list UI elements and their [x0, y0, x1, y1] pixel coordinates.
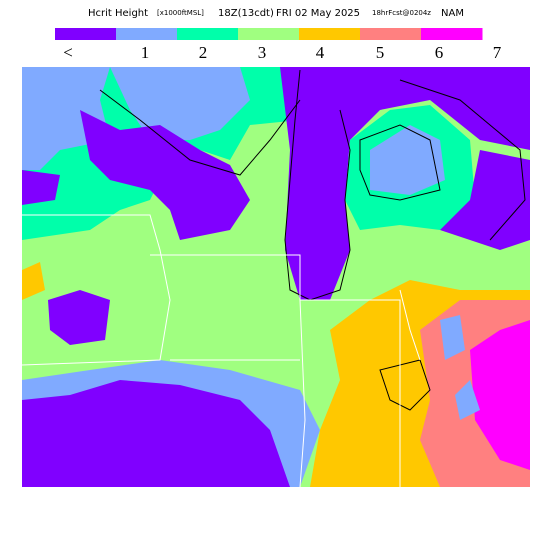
region	[22, 262, 45, 300]
colorbar-label: 5	[376, 43, 385, 62]
coastlines	[99, 69, 526, 411]
colorbar-swatch	[238, 28, 300, 40]
map	[22, 67, 530, 487]
colorbar-swatch	[360, 28, 422, 40]
title-part: 18Z(13cdt)	[218, 8, 274, 19]
region	[22, 380, 290, 487]
colorbar-label: 3	[258, 43, 267, 62]
title-part: Hcrit Height	[88, 8, 148, 19]
title-part: 18hrFcst@0204z	[372, 9, 431, 17]
region	[80, 110, 250, 240]
colorbar-swatch	[116, 28, 178, 40]
colorbar-label: <	[63, 43, 73, 62]
colorbar-label: 7	[493, 43, 502, 62]
state-borders	[22, 214, 421, 487]
colorbar-label: 6	[435, 43, 444, 62]
region	[280, 67, 530, 300]
colorbar-swatch	[299, 28, 361, 40]
region	[22, 170, 110, 345]
colorbar-swatch	[55, 28, 117, 40]
colorbar-swatch	[421, 28, 483, 40]
colorbar: <1 2 3 4 5 6 7	[55, 28, 502, 62]
colorbar-label: 4	[316, 43, 325, 62]
title-part: FRI 02 May 2025	[276, 8, 360, 19]
region	[470, 320, 530, 470]
colorbar-label: 2	[199, 43, 208, 62]
colorbar-label: 1	[141, 43, 150, 62]
title-part: NAM	[441, 8, 464, 19]
region	[440, 315, 480, 420]
region	[370, 125, 445, 195]
colorbar-swatch	[177, 28, 239, 40]
region	[440, 150, 530, 250]
title-part: [x1000ftMSL]	[157, 9, 204, 17]
region	[22, 67, 250, 170]
